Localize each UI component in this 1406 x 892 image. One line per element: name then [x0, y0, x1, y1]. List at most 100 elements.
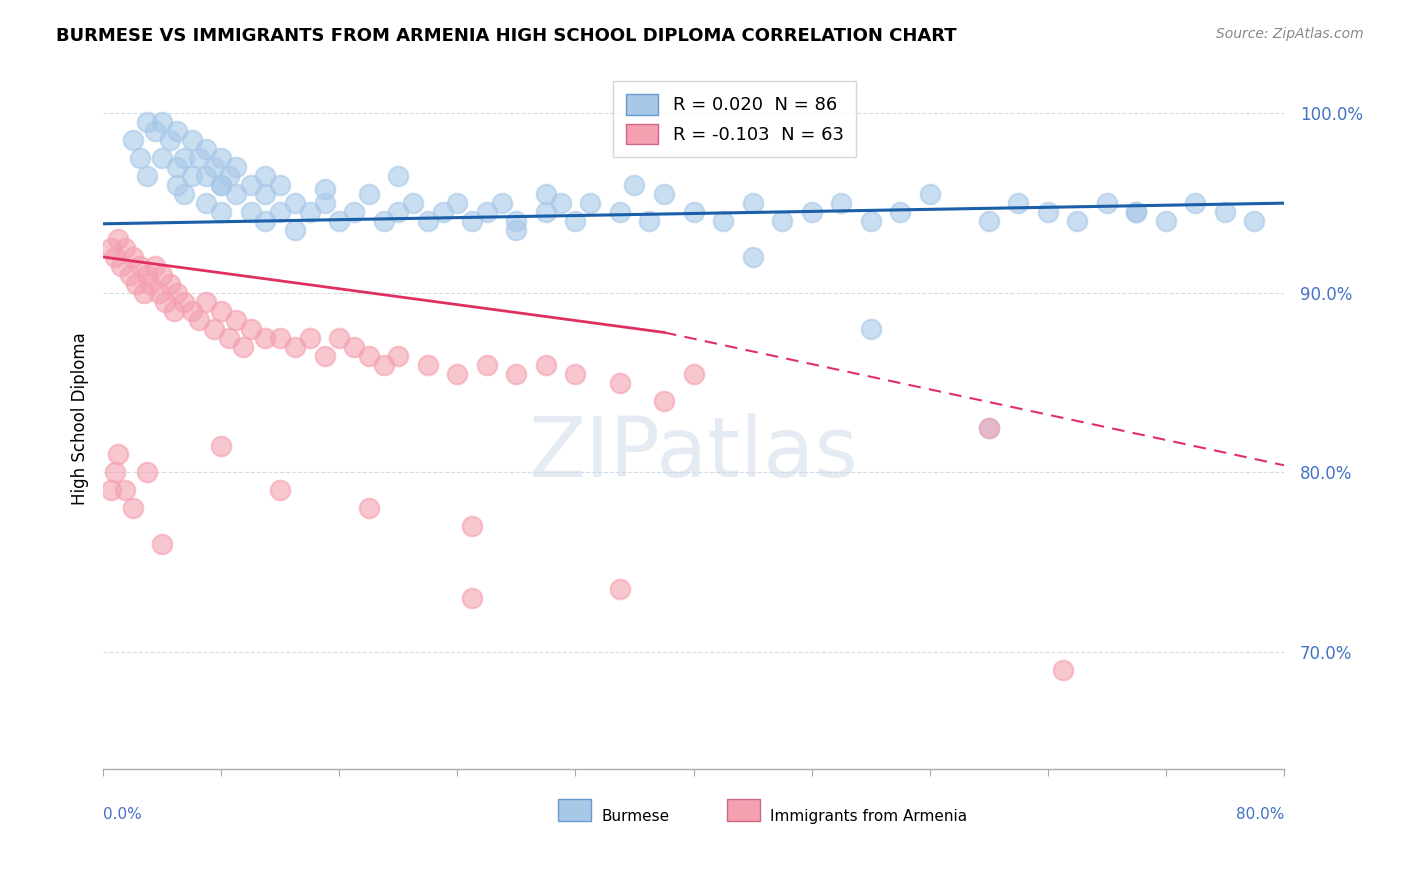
Text: 0.0%: 0.0%: [103, 807, 142, 822]
Point: [269, 331, 291, 345]
Point: [136, 115, 159, 129]
Point: [741, 250, 763, 264]
Point: [159, 277, 181, 291]
Point: [298, 205, 321, 219]
Point: [218, 331, 240, 345]
Point: [1052, 663, 1074, 677]
Point: [859, 322, 882, 336]
Point: [173, 187, 195, 202]
Point: [166, 285, 188, 300]
Point: [159, 133, 181, 147]
Point: [800, 205, 823, 219]
Y-axis label: High School Diploma: High School Diploma: [72, 332, 89, 505]
Point: [139, 277, 162, 291]
Point: [166, 178, 188, 193]
Point: [104, 466, 127, 480]
Point: [225, 313, 247, 327]
Point: [534, 358, 557, 372]
Point: [505, 223, 527, 237]
Bar: [727, 798, 759, 822]
Point: [1125, 205, 1147, 219]
Point: [254, 331, 277, 345]
Point: [328, 214, 350, 228]
Point: [314, 182, 336, 196]
Point: [830, 196, 852, 211]
Legend: R = 0.020  N = 86, R = -0.103  N = 63: R = 0.020 N = 86, R = -0.103 N = 63: [613, 81, 856, 157]
Point: [491, 196, 513, 211]
Point: [136, 169, 159, 184]
Point: [188, 151, 211, 165]
Point: [195, 196, 218, 211]
Point: [343, 340, 366, 354]
Point: [579, 196, 602, 211]
Point: [107, 448, 129, 462]
Point: [1213, 205, 1236, 219]
Point: [387, 169, 409, 184]
Point: [284, 340, 307, 354]
Point: [254, 187, 277, 202]
Point: [188, 313, 211, 327]
Point: [114, 241, 136, 255]
Point: [461, 214, 484, 228]
Point: [314, 349, 336, 363]
Point: [638, 214, 661, 228]
Point: [682, 205, 704, 219]
Point: [209, 205, 232, 219]
Point: [209, 178, 232, 193]
Text: Source: ZipAtlas.com: Source: ZipAtlas.com: [1216, 27, 1364, 41]
Text: ZIPatlas: ZIPatlas: [529, 413, 859, 494]
Point: [218, 169, 240, 184]
Point: [118, 268, 141, 282]
Point: [609, 582, 631, 596]
Point: [977, 420, 1000, 434]
Point: [153, 294, 176, 309]
Point: [446, 367, 468, 381]
Point: [239, 178, 262, 193]
Point: [195, 294, 218, 309]
Point: [166, 161, 188, 175]
Point: [143, 124, 166, 138]
Point: [150, 151, 173, 165]
Point: [387, 205, 409, 219]
Point: [100, 241, 122, 255]
Point: [977, 214, 1000, 228]
Point: [652, 187, 675, 202]
Point: [1125, 205, 1147, 219]
Point: [121, 133, 143, 147]
Point: [284, 196, 307, 211]
Point: [195, 142, 218, 156]
Point: [269, 205, 291, 219]
Point: [623, 178, 645, 193]
Point: [202, 161, 225, 175]
Point: [343, 205, 366, 219]
Point: [124, 277, 146, 291]
Point: [609, 376, 631, 390]
Point: [534, 205, 557, 219]
Point: [446, 196, 468, 211]
Point: [314, 196, 336, 211]
Point: [150, 268, 173, 282]
Point: [136, 466, 159, 480]
Point: [373, 358, 395, 372]
Point: [136, 268, 159, 282]
Point: [298, 331, 321, 345]
Point: [1036, 205, 1059, 219]
Point: [505, 214, 527, 228]
Text: 80.0%: 80.0%: [1236, 807, 1284, 822]
Point: [209, 438, 232, 452]
Point: [357, 501, 380, 516]
Point: [770, 214, 793, 228]
Point: [239, 205, 262, 219]
Point: [150, 115, 173, 129]
Point: [328, 331, 350, 345]
Point: [1184, 196, 1206, 211]
Point: [209, 178, 232, 193]
Point: [225, 161, 247, 175]
Point: [114, 483, 136, 498]
Point: [269, 178, 291, 193]
Point: [166, 124, 188, 138]
Point: [416, 358, 439, 372]
Point: [254, 214, 277, 228]
Point: [225, 187, 247, 202]
Point: [416, 214, 439, 228]
